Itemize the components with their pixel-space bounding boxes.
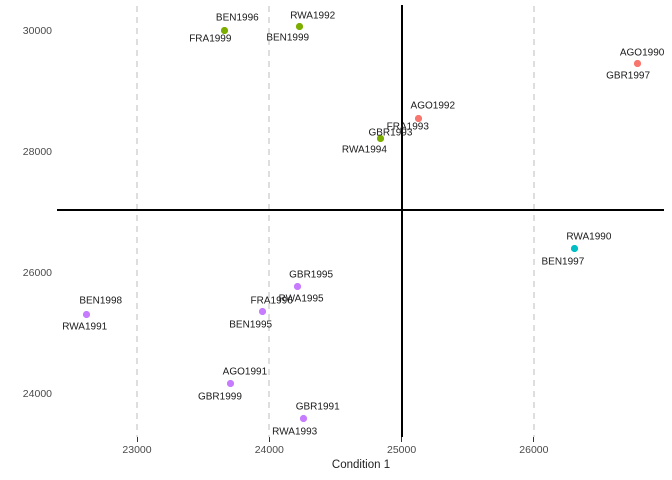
y-tick-label: 28000 xyxy=(22,146,52,158)
data-point-label: AGO1992 xyxy=(410,100,456,112)
horizontal-reference-line xyxy=(57,209,664,212)
data-point xyxy=(220,26,228,34)
data-point-label: BEN1996 xyxy=(215,12,259,24)
y-axis-title: Condition 2 xyxy=(0,183,3,242)
data-point xyxy=(83,310,91,318)
data-point xyxy=(571,245,579,253)
data-point-label: GBR1993 xyxy=(368,127,413,139)
data-point-label: RWA1991 xyxy=(62,321,108,333)
y-tick-label: 30000 xyxy=(22,25,52,37)
data-point-label: GBR1995 xyxy=(289,269,334,281)
data-point-label: FRA1996 xyxy=(250,295,293,307)
data-point-label: GBR1999 xyxy=(197,391,242,403)
data-point xyxy=(227,380,235,388)
data-point-label: BEN1999 xyxy=(266,32,310,44)
x-gridline xyxy=(136,6,138,437)
x-axis-title: Condition 1 xyxy=(331,459,391,471)
x-axis-tick xyxy=(268,437,270,442)
data-point-label: FRA1999 xyxy=(189,33,232,45)
data-point xyxy=(293,283,301,291)
data-point-label: AGO1991 xyxy=(222,366,268,378)
data-point-label: RWA1990 xyxy=(566,231,612,243)
x-gridline xyxy=(268,6,271,437)
data-point-label: RWA1992 xyxy=(290,10,336,22)
data-point xyxy=(633,60,641,68)
data-point xyxy=(415,114,423,122)
data-point-label: BEN1995 xyxy=(229,319,273,331)
vertical-reference-line xyxy=(400,5,403,437)
x-tick-label: 25000 xyxy=(386,444,417,456)
data-point-label: BEN1997 xyxy=(541,256,585,268)
data-point xyxy=(300,415,308,423)
data-point-label: RWA1995 xyxy=(278,293,324,305)
x-axis-tick xyxy=(533,437,535,442)
data-point-label: BEN1998 xyxy=(79,295,123,307)
x-tick-label: 26000 xyxy=(519,444,549,456)
data-point-label: FRA1993 xyxy=(386,121,429,133)
x-axis-tick xyxy=(401,437,403,442)
data-point xyxy=(296,23,304,31)
data-point-label: RWA1993 xyxy=(272,426,318,438)
x-gridline xyxy=(532,6,535,437)
y-tick-label: 26000 xyxy=(22,267,52,279)
x-tick-label: 23000 xyxy=(122,444,152,456)
data-point-label: AGO1990 xyxy=(619,47,665,59)
x-tick-label: 24000 xyxy=(254,444,284,456)
data-point-label: RWA1994 xyxy=(341,144,387,156)
data-point-label: GBR1997 xyxy=(606,70,651,82)
data-point xyxy=(376,135,384,143)
y-tick-label: 24000 xyxy=(22,388,52,400)
x-axis-tick xyxy=(136,437,138,442)
data-point xyxy=(259,308,267,316)
data-point-label: GBR1991 xyxy=(295,401,340,413)
